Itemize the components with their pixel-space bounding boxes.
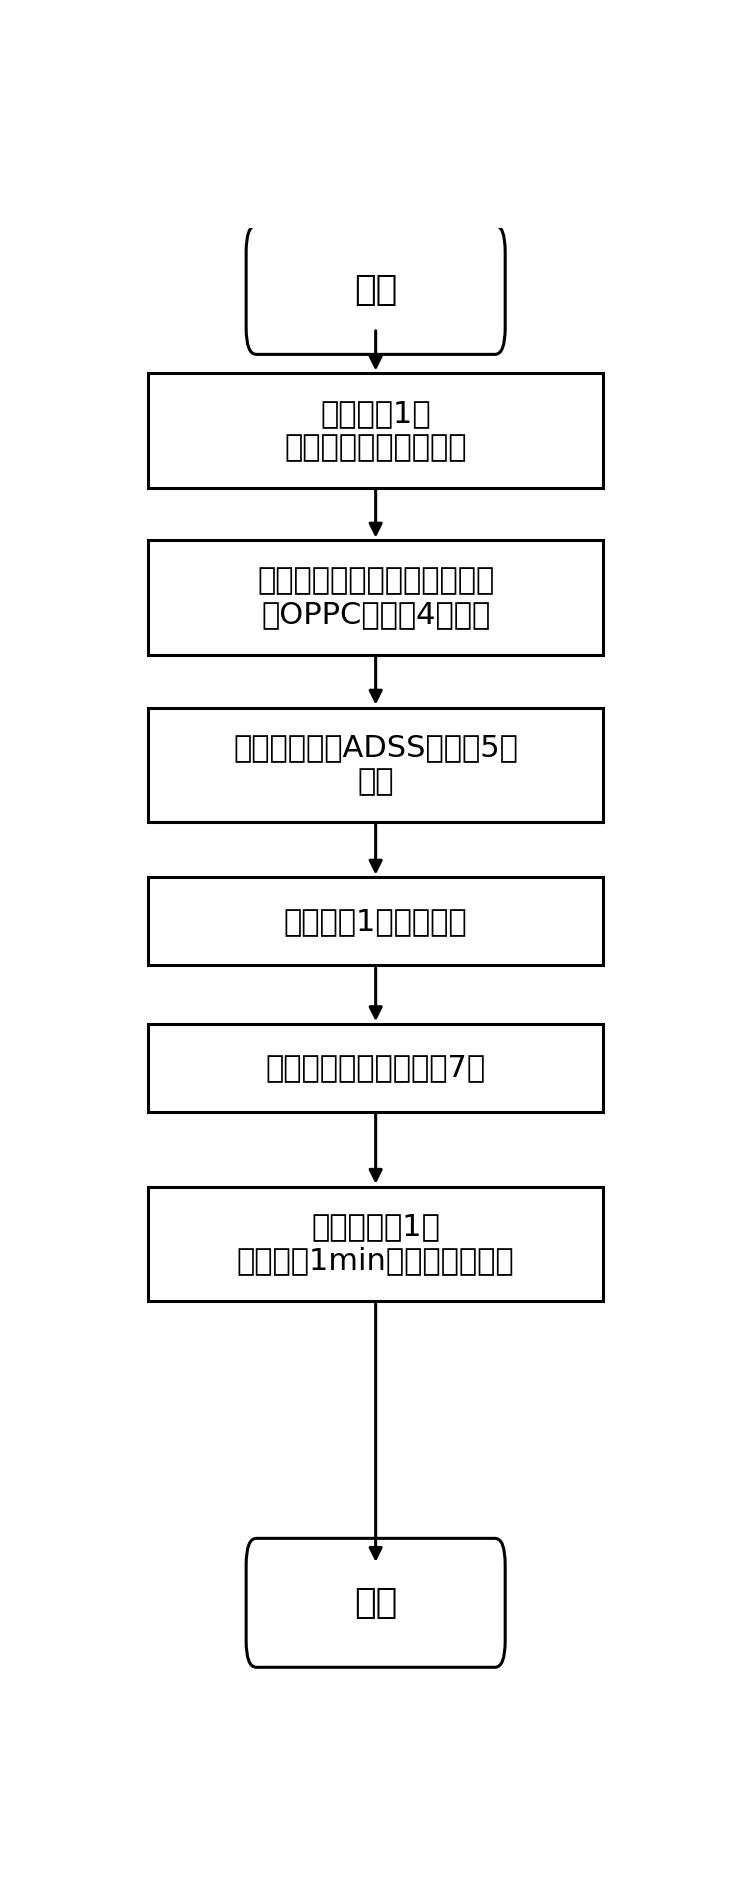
Text: 接头盒（1）
盒体内部光纤接续盘放: 接头盒（1） 盒体内部光纤接续盘放 <box>284 400 467 462</box>
Bar <box>148 708 603 822</box>
Bar <box>148 1187 603 1302</box>
Text: 试验辅助延长光纤复合架空相
线OPPC光缆（4）接续: 试验辅助延长光纤复合架空相 线OPPC光缆（4）接续 <box>257 567 494 628</box>
Text: 配置光纤衰减监测仪（7）: 配置光纤衰减监测仪（7） <box>265 1054 486 1083</box>
Text: 结束: 结束 <box>354 1585 397 1619</box>
Bar <box>148 877 603 965</box>
Bar <box>148 540 603 655</box>
Bar <box>148 1024 603 1111</box>
Bar <box>148 373 603 487</box>
Text: 接头盒（1）盒体密封: 接头盒（1）盒体密封 <box>284 908 468 936</box>
Text: 试验辅助延长ADSS光缆（5）
接续: 试验辅助延长ADSS光缆（5） 接续 <box>233 733 518 795</box>
Text: 对接头盒（1）
进行工频1min干耐受电压试验: 对接头盒（1） 进行工频1min干耐受电压试验 <box>237 1212 515 1275</box>
FancyBboxPatch shape <box>246 225 505 354</box>
Text: 开始: 开始 <box>354 272 397 306</box>
FancyBboxPatch shape <box>246 1538 505 1667</box>
